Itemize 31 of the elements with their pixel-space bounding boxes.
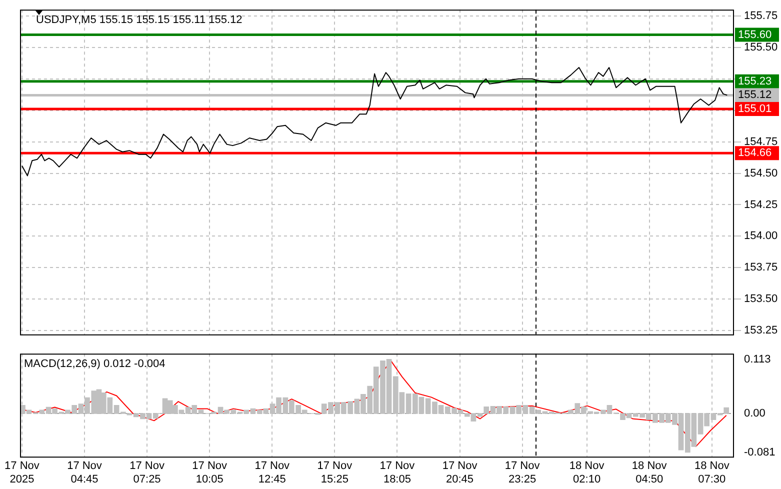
y-tick-label: 153.25 <box>744 324 778 337</box>
x-tick-label: 17 Nov 20:45 <box>442 460 478 486</box>
ref-line-label: 154.66 <box>738 147 772 160</box>
ref-line-label: 155.01 <box>738 103 772 116</box>
y-tick-label: 0.113 <box>744 353 771 366</box>
chart-title: USDJPY,M5 155.15 155.15 155.11 155.12 <box>36 14 242 26</box>
y-tick-label: 154.75 <box>744 136 778 148</box>
y-tick-label: 154.25 <box>744 198 778 211</box>
x-tick-label: 17 Nov 10:05 <box>192 460 228 486</box>
x-tick-label: 17 Nov 18:05 <box>380 460 416 486</box>
y-tick-label: -0.081 <box>744 446 776 458</box>
x-tick-label: 17 Nov 15:25 <box>317 460 353 486</box>
ref-line-label: 155.12 <box>738 89 772 102</box>
y-tick-label: 155.50 <box>744 41 778 54</box>
y-tick-label: 153.75 <box>744 262 778 274</box>
y-tick-label: 0.00 <box>744 408 766 420</box>
ref-line-label: 155.23 <box>738 75 772 88</box>
x-tick-label: 18 Nov 02:10 <box>569 460 605 486</box>
x-tick-label: 17 Nov 23:25 <box>504 460 540 486</box>
y-tick-label: 154.00 <box>744 230 778 242</box>
x-tick-label: 18 Nov 04:50 <box>632 460 668 486</box>
x-tick-label: 17 Nov 04:45 <box>67 460 102 486</box>
x-tick-label: 18 Nov 07:30 <box>694 460 730 486</box>
x-tick-label: 17 Nov 12:45 <box>254 460 290 486</box>
chart-title: MACD(12,26,9) 0.012 -0.004 <box>24 358 166 370</box>
ref-line-label: 155.60 <box>738 28 772 41</box>
x-tick-label: 17 Nov 2025 <box>4 460 40 486</box>
y-tick-label: 153.50 <box>744 293 778 306</box>
y-tick-label: 155.75 <box>744 10 778 22</box>
x-tick-label: 17 Nov 07:25 <box>130 460 165 486</box>
y-tick-label: 154.50 <box>744 167 778 180</box>
